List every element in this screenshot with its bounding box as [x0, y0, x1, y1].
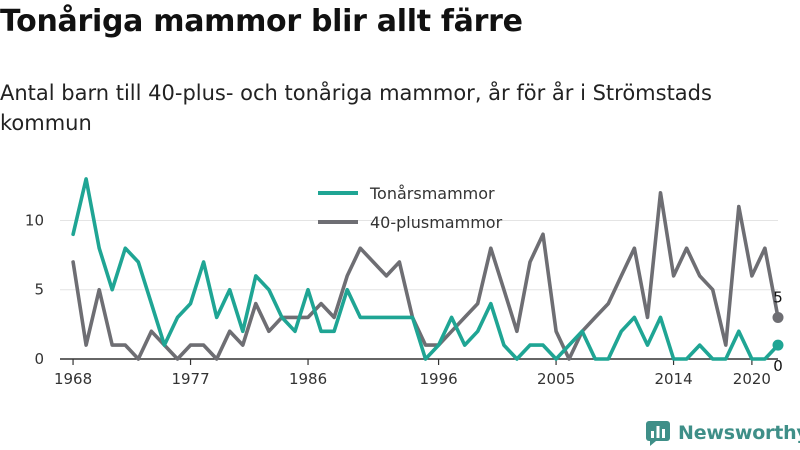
x-tick-label: 2014 — [654, 370, 692, 388]
chart-subtitle: Antal barn till 40-plus- och tonåriga ma… — [0, 81, 712, 135]
end-point-marker — [772, 311, 784, 323]
end-value-label: 5 — [773, 288, 783, 306]
end-point-marker — [772, 339, 784, 351]
end-markers: 05 — [772, 288, 784, 375]
x-tick-label: 1996 — [419, 370, 457, 388]
series-lines — [71, 177, 780, 361]
brand-logo: Newsworthy — [644, 418, 800, 448]
x-tick-label: 1977 — [171, 370, 209, 388]
brand-name: Newsworthy — [678, 422, 800, 444]
newsworthy-logo-icon — [646, 421, 670, 446]
x-tick-label: 1986 — [289, 370, 327, 388]
end-value-label: 0 — [773, 357, 783, 375]
x-tick-label: 2005 — [537, 370, 575, 388]
y-tick-label: 10 — [25, 211, 44, 229]
chart-title: Tonåriga mammor blir allt färre — [0, 4, 523, 39]
legend-label: Tonårsmammor — [369, 184, 495, 203]
y-tick-label: 0 — [34, 350, 44, 368]
y-axis-ticks: 0 5 10 — [25, 211, 44, 368]
y-tick-label: 5 — [34, 281, 44, 299]
legend-label: 40-plusmammor — [370, 213, 503, 232]
series-line-tonarsmammor — [71, 177, 780, 361]
x-tick-label: 2020 — [733, 370, 771, 388]
x-axis: 1968 1977 1986 1996 2005 2014 2020 — [54, 358, 778, 388]
legend: Tonårsmammor 40-plusmammor — [318, 184, 503, 232]
x-tick-label: 1968 — [54, 370, 92, 388]
series-line-40-plusmammor — [71, 191, 780, 361]
